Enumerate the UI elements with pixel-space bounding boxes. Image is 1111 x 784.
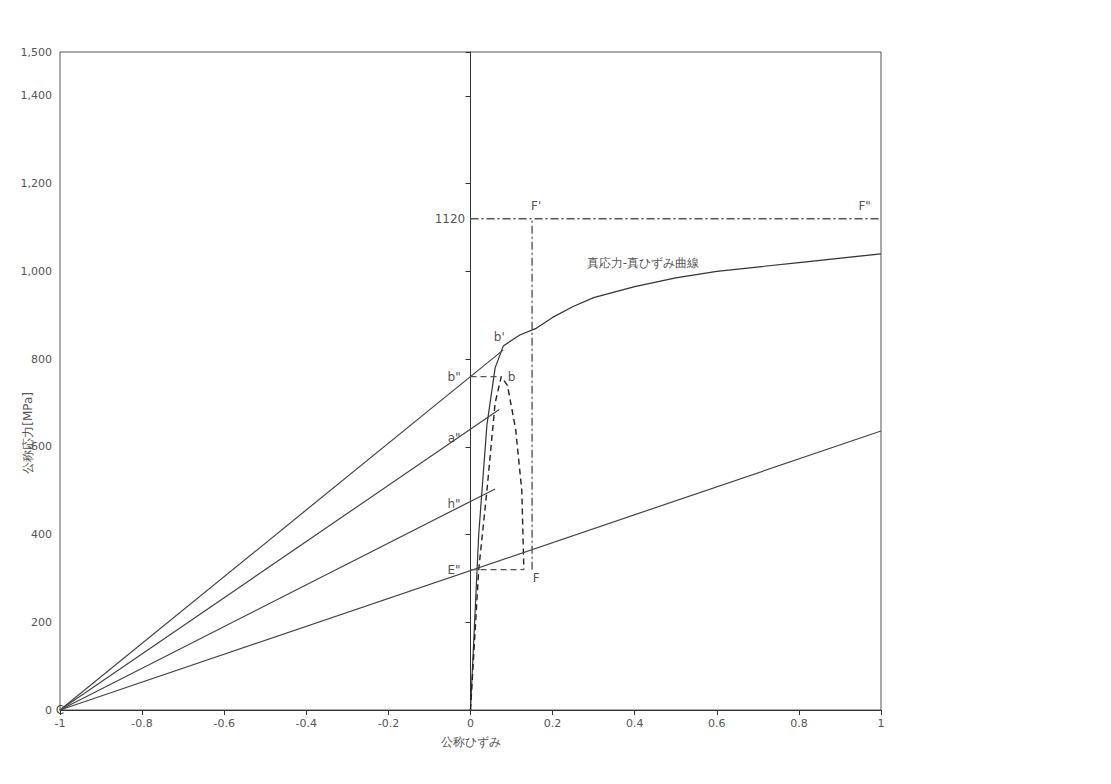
svg-text:0: 0 (45, 704, 52, 717)
svg-text:b: b (508, 370, 516, 384)
svg-text:200: 200 (31, 616, 52, 629)
svg-text:600: 600 (31, 440, 52, 453)
svg-text:1,500: 1,500 (21, 46, 53, 59)
svg-text:-0.8: -0.8 (131, 717, 152, 730)
svg-text:F': F' (531, 199, 541, 213)
svg-text:-0.2: -0.2 (378, 717, 399, 730)
svg-text:C: C (55, 703, 65, 717)
svg-text:1: 1 (878, 717, 885, 730)
svg-text:b': b' (494, 330, 505, 344)
svg-text:0.2: 0.2 (544, 717, 562, 730)
svg-text:F: F (533, 571, 540, 585)
svg-text:F": F" (858, 199, 870, 213)
svg-text:0.8: 0.8 (790, 717, 808, 730)
svg-text:0: 0 (467, 717, 474, 730)
svg-text:1,400: 1,400 (21, 89, 53, 102)
svg-text:E": E" (447, 562, 461, 577)
svg-text:800: 800 (31, 353, 52, 366)
svg-text:-1: -1 (55, 717, 66, 730)
svg-text:1,200: 1,200 (21, 177, 53, 190)
svg-text:-0.6: -0.6 (213, 717, 234, 730)
svg-text:0.6: 0.6 (708, 717, 726, 730)
svg-text:真応力-真ひずみ曲線: 真応力-真ひずみ曲線 (587, 256, 699, 270)
svg-text:0.4: 0.4 (626, 717, 644, 730)
svg-text:1120: 1120 (435, 212, 466, 226)
svg-text:1,000: 1,000 (21, 265, 53, 278)
svg-text:公称応力[MPa]: 公称応力[MPa] (21, 392, 35, 474)
svg-text:b": b" (448, 370, 461, 384)
svg-text:公称ひずみ: 公称ひずみ (441, 735, 501, 749)
svg-text:h": h" (448, 497, 461, 511)
svg-text:a": a" (447, 431, 461, 445)
svg-text:-0.4: -0.4 (296, 717, 317, 730)
svg-text:400: 400 (31, 528, 52, 541)
